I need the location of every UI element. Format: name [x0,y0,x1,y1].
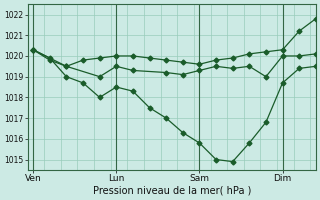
X-axis label: Pression niveau de la mer( hPa ): Pression niveau de la mer( hPa ) [92,186,251,196]
